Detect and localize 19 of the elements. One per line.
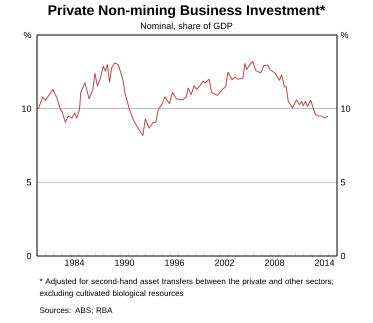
y-tick-label: % [24,32,32,38]
chart-subtitle: Nominal, share of GDP [140,22,232,30]
y-tick-label: 5 [26,179,32,186]
chart-title: Private Non-mining Business Investment* [48,4,326,18]
x-tick-label: 2008 [264,260,284,266]
y-tick-label: 0 [26,252,32,260]
x-tick-label: 2002 [214,260,234,266]
y2-tick-label: 5 [340,179,346,186]
x-tick-label: 1984 [65,260,84,266]
x-tick-label: 2014 [314,260,334,266]
y2-tick-label: 0 [340,252,346,260]
y-tick-label: 10 [22,105,32,112]
y2-tick-label: % [340,32,348,38]
line-series [38,61,328,136]
x-tick-label: 1990 [115,260,134,266]
y2-tick-label: 10 [341,105,350,112]
source-note: Sources: ABS; RBA [40,307,112,314]
x-tick-label: 1996 [165,260,184,266]
text: * Adjusted for second-hand asset transfers between the private and other sectors; excluding cultivated biological resources [40,278,334,298]
